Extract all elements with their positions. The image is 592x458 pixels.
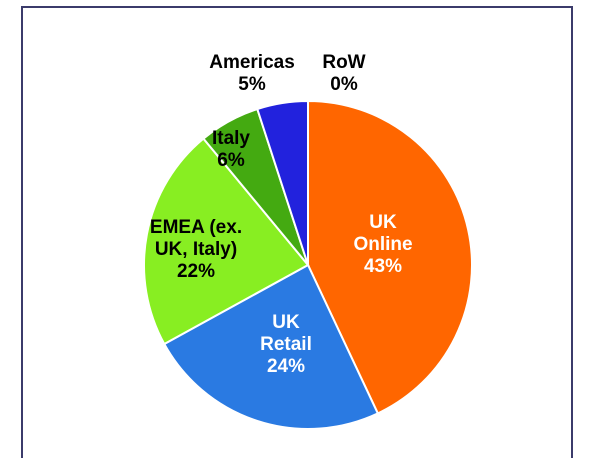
pie-slice <box>143 137 310 346</box>
pie-slice <box>307 99 473 415</box>
slice-label: UK Online 43% <box>343 212 423 278</box>
slice-label: Italy 6% <box>201 128 261 172</box>
category-label: RoW <box>322 52 366 73</box>
value-label: 6% <box>217 150 245 171</box>
value-label: 22% <box>176 261 216 282</box>
category-label: Italy <box>211 128 251 149</box>
value-label: 5% <box>238 74 266 95</box>
slice-label: RoW 0% <box>314 52 374 96</box>
category-label: Americas <box>209 52 295 73</box>
value-label: 0% <box>330 74 358 95</box>
category-label: UK Retail <box>260 312 312 355</box>
category-label: EMEA (ex. UK, Italy) <box>149 217 243 260</box>
slice-label: Americas 5% <box>192 52 312 96</box>
pie-slice <box>162 263 380 430</box>
value-label: 43% <box>363 256 403 277</box>
value-label: 24% <box>266 356 306 377</box>
slice-label: EMEA (ex. UK, Italy) 22% <box>146 217 246 283</box>
category-label: UK Online <box>353 212 413 255</box>
slice-label: UK Retail 24% <box>246 312 326 378</box>
